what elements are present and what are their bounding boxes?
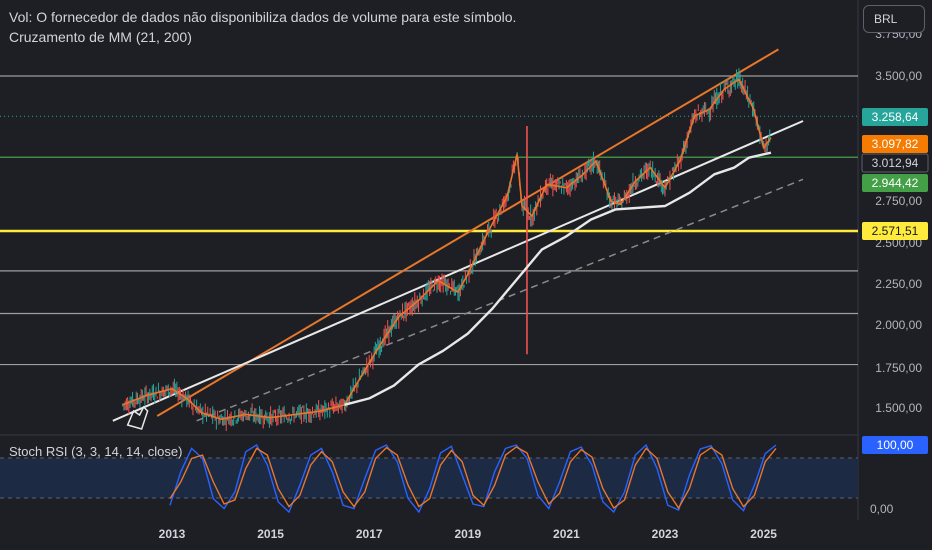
channel-top-trendline (156, 48, 779, 417)
price-tag (862, 135, 928, 153)
currency-button[interactable]: BRL (863, 5, 925, 33)
year-tick-label: 2019 (454, 527, 481, 541)
price-tag (861, 153, 929, 173)
dino-icon (126, 405, 149, 430)
year-tick-label: 2021 (553, 527, 580, 541)
ma-cross-legend: Cruzamento de MM (21, 200) (9, 29, 192, 45)
year-tick-label: 2017 (356, 527, 383, 541)
stoch-tick-label: 0,00 (870, 502, 894, 516)
moving-average-200 (344, 151, 772, 406)
price-tick-label: 1.500,00 (875, 401, 922, 415)
candles (122, 68, 771, 431)
price-tick-label: 2.000,00 (875, 318, 922, 332)
price-tag (862, 222, 928, 240)
moving-average-21 (122, 78, 772, 421)
oscillator-pane (0, 443, 858, 514)
price-tick-label: 3.500,00 (875, 69, 922, 83)
price-tag-label: 2.944,42 (872, 176, 919, 190)
price-tick-label: 2.250,00 (875, 277, 922, 291)
stoch-k-line (169, 443, 777, 514)
price-tag-label: 2.571,51 (872, 224, 919, 238)
stoch-value-tag (862, 436, 928, 454)
volume-legend: Vol: O fornecedor de dados não disponibi… (9, 9, 517, 25)
price-tag-label: 3.258,64 (872, 110, 919, 124)
stoch-value-label: 100,00 (877, 438, 914, 452)
price-tag-label: 3.012,94 (872, 156, 919, 170)
main-pane (0, 48, 858, 431)
year-tick-label: 2025 (750, 527, 777, 541)
price-tag (862, 108, 928, 126)
price-tag-label: 3.097,82 (872, 137, 919, 151)
currency-label: BRL (874, 12, 898, 26)
price-tick-label: 1.750,00 (875, 361, 922, 375)
year-tick-label: 2013 (159, 527, 186, 541)
price-tag (862, 174, 928, 192)
year-tick-label: 2023 (652, 527, 679, 541)
price-tick-label: 2.750,00 (875, 194, 922, 208)
stoch-rsi-legend: Stoch RSI (3, 3, 14, 14, close) (9, 444, 183, 459)
stoch-d-line (169, 446, 777, 510)
year-tick-label: 2015 (257, 527, 284, 541)
channel-bottom-trendline (112, 120, 804, 422)
